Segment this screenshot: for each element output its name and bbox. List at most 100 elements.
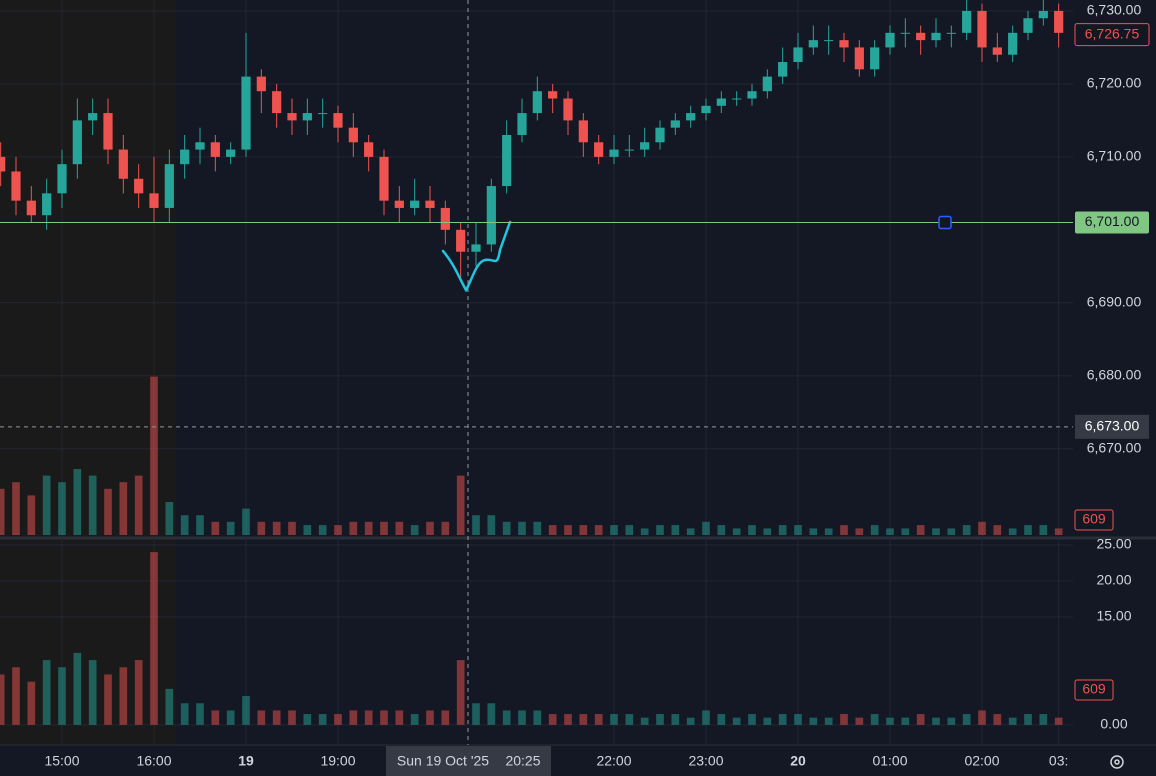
volume-overlay-bar	[855, 528, 864, 535]
line-handle	[938, 215, 952, 230]
y-tick-label: 6,670.00	[1087, 439, 1142, 455]
volume-bar	[150, 552, 158, 725]
volume-bar	[840, 714, 848, 725]
y-tick-label: 6,720.00	[1087, 75, 1142, 91]
candle-body	[364, 142, 374, 157]
x-tick-label: 23:00	[688, 753, 723, 769]
x-tick-label: 15:00	[44, 753, 79, 769]
candle-body	[946, 32, 956, 34]
volume-overlay-bar	[640, 528, 649, 535]
settings-gear[interactable]	[1110, 755, 1124, 769]
volume-overlay-bar	[0, 488, 5, 535]
candle-body	[839, 40, 849, 48]
volume-overlay-bar	[748, 525, 756, 535]
candle-body	[885, 32, 895, 48]
volume-overlay-bar	[809, 528, 818, 535]
y-tick-label: 6,680.00	[1087, 366, 1142, 382]
x-tick-label: 01:00	[872, 753, 907, 769]
overlays: 6,701.00 6,673.00 6,726.75 609 609	[0, 23, 1150, 701]
volume	[0, 376, 1063, 725]
volume-overlay-bar	[778, 525, 787, 535]
candle-body	[0, 156, 6, 172]
volume-bar	[456, 660, 465, 725]
drawing-annotation	[441, 220, 512, 293]
candle-body	[548, 91, 558, 99]
volume-bar	[119, 667, 128, 725]
volume-bar	[656, 714, 664, 725]
y-tick-label: 6,690.00	[1087, 293, 1142, 309]
volume-bar	[410, 714, 419, 725]
volume-overlay-bar	[594, 525, 603, 535]
y-tick-label: 6,730.00	[1087, 2, 1142, 18]
volume-overlay-bar	[288, 521, 296, 535]
volume-overlay-bar	[426, 521, 434, 535]
volume-overlay-bar	[196, 515, 204, 535]
settings-icon[interactable]	[1110, 755, 1124, 769]
volume-bar	[794, 714, 802, 725]
volume-bar	[211, 710, 220, 725]
volume-overlay-bar	[380, 521, 388, 535]
candle-body	[563, 98, 573, 121]
volume-bar	[334, 714, 342, 725]
volume-overlay-bar	[686, 528, 695, 535]
volume-bar	[487, 703, 496, 725]
volume-bar	[288, 710, 296, 725]
volume-bar	[610, 714, 618, 725]
candle-body	[594, 142, 604, 157]
candle-body	[149, 193, 159, 208]
volume-bar	[73, 652, 82, 725]
x-tick-label: 03:	[1049, 753, 1068, 769]
volume-overlay-bar	[303, 525, 312, 535]
candle-body	[824, 40, 834, 42]
volume-overlay-bar	[472, 515, 480, 535]
candle-body	[103, 113, 113, 150]
volume-bar	[778, 714, 787, 725]
candle-body	[686, 113, 696, 121]
crosshair-date: Sun 19 Oct '25	[397, 753, 489, 769]
candle-body	[532, 91, 542, 114]
candle-body	[609, 149, 619, 157]
price-axis-area	[1073, 0, 1156, 776]
volume-bar	[748, 714, 756, 725]
volume-bar	[12, 667, 20, 725]
volume-bar	[88, 660, 97, 725]
volume-overlay-bar	[42, 475, 51, 535]
candle-body	[379, 156, 389, 201]
volume-overlay-bar	[180, 515, 189, 535]
candle-body	[302, 113, 312, 121]
volume-overlay-bar	[211, 521, 220, 535]
crosshair-price-box	[1075, 414, 1149, 439]
volume-bar	[134, 660, 143, 725]
volume-bar	[717, 714, 726, 725]
volume-overlay-bar	[870, 525, 879, 535]
volume-bar	[58, 667, 66, 725]
candle-body	[655, 127, 665, 143]
volume-bar	[886, 717, 894, 725]
y-tick-label: 15.00	[1096, 608, 1131, 624]
candle-body	[272, 91, 282, 114]
volume-bar	[27, 681, 36, 725]
candle-body	[486, 186, 496, 245]
candle-body	[624, 149, 634, 151]
volume-bar	[870, 714, 879, 725]
candle-body	[210, 142, 220, 157]
volume-overlay-bar	[349, 521, 358, 535]
candle-body	[870, 47, 880, 70]
candle-body	[394, 200, 404, 208]
volume-overlay-bar	[73, 469, 82, 535]
volume-bar	[364, 710, 373, 725]
x-tick-label: 19:00	[320, 753, 355, 769]
volume-overlay-bar	[150, 376, 158, 535]
volume-overlay-bar	[916, 525, 925, 535]
extended-hours-area	[0, 0, 176, 745]
volume-bar	[594, 714, 603, 725]
volume-bar	[242, 696, 250, 725]
volume-bar	[502, 710, 511, 725]
volume-overlay-bar	[978, 521, 986, 535]
volume-bar	[104, 674, 112, 725]
volume-overlay-bar	[625, 525, 634, 535]
volume-overlay-bar	[257, 521, 266, 535]
volume-overlay-bar	[518, 521, 526, 535]
volume-bar	[548, 714, 557, 725]
